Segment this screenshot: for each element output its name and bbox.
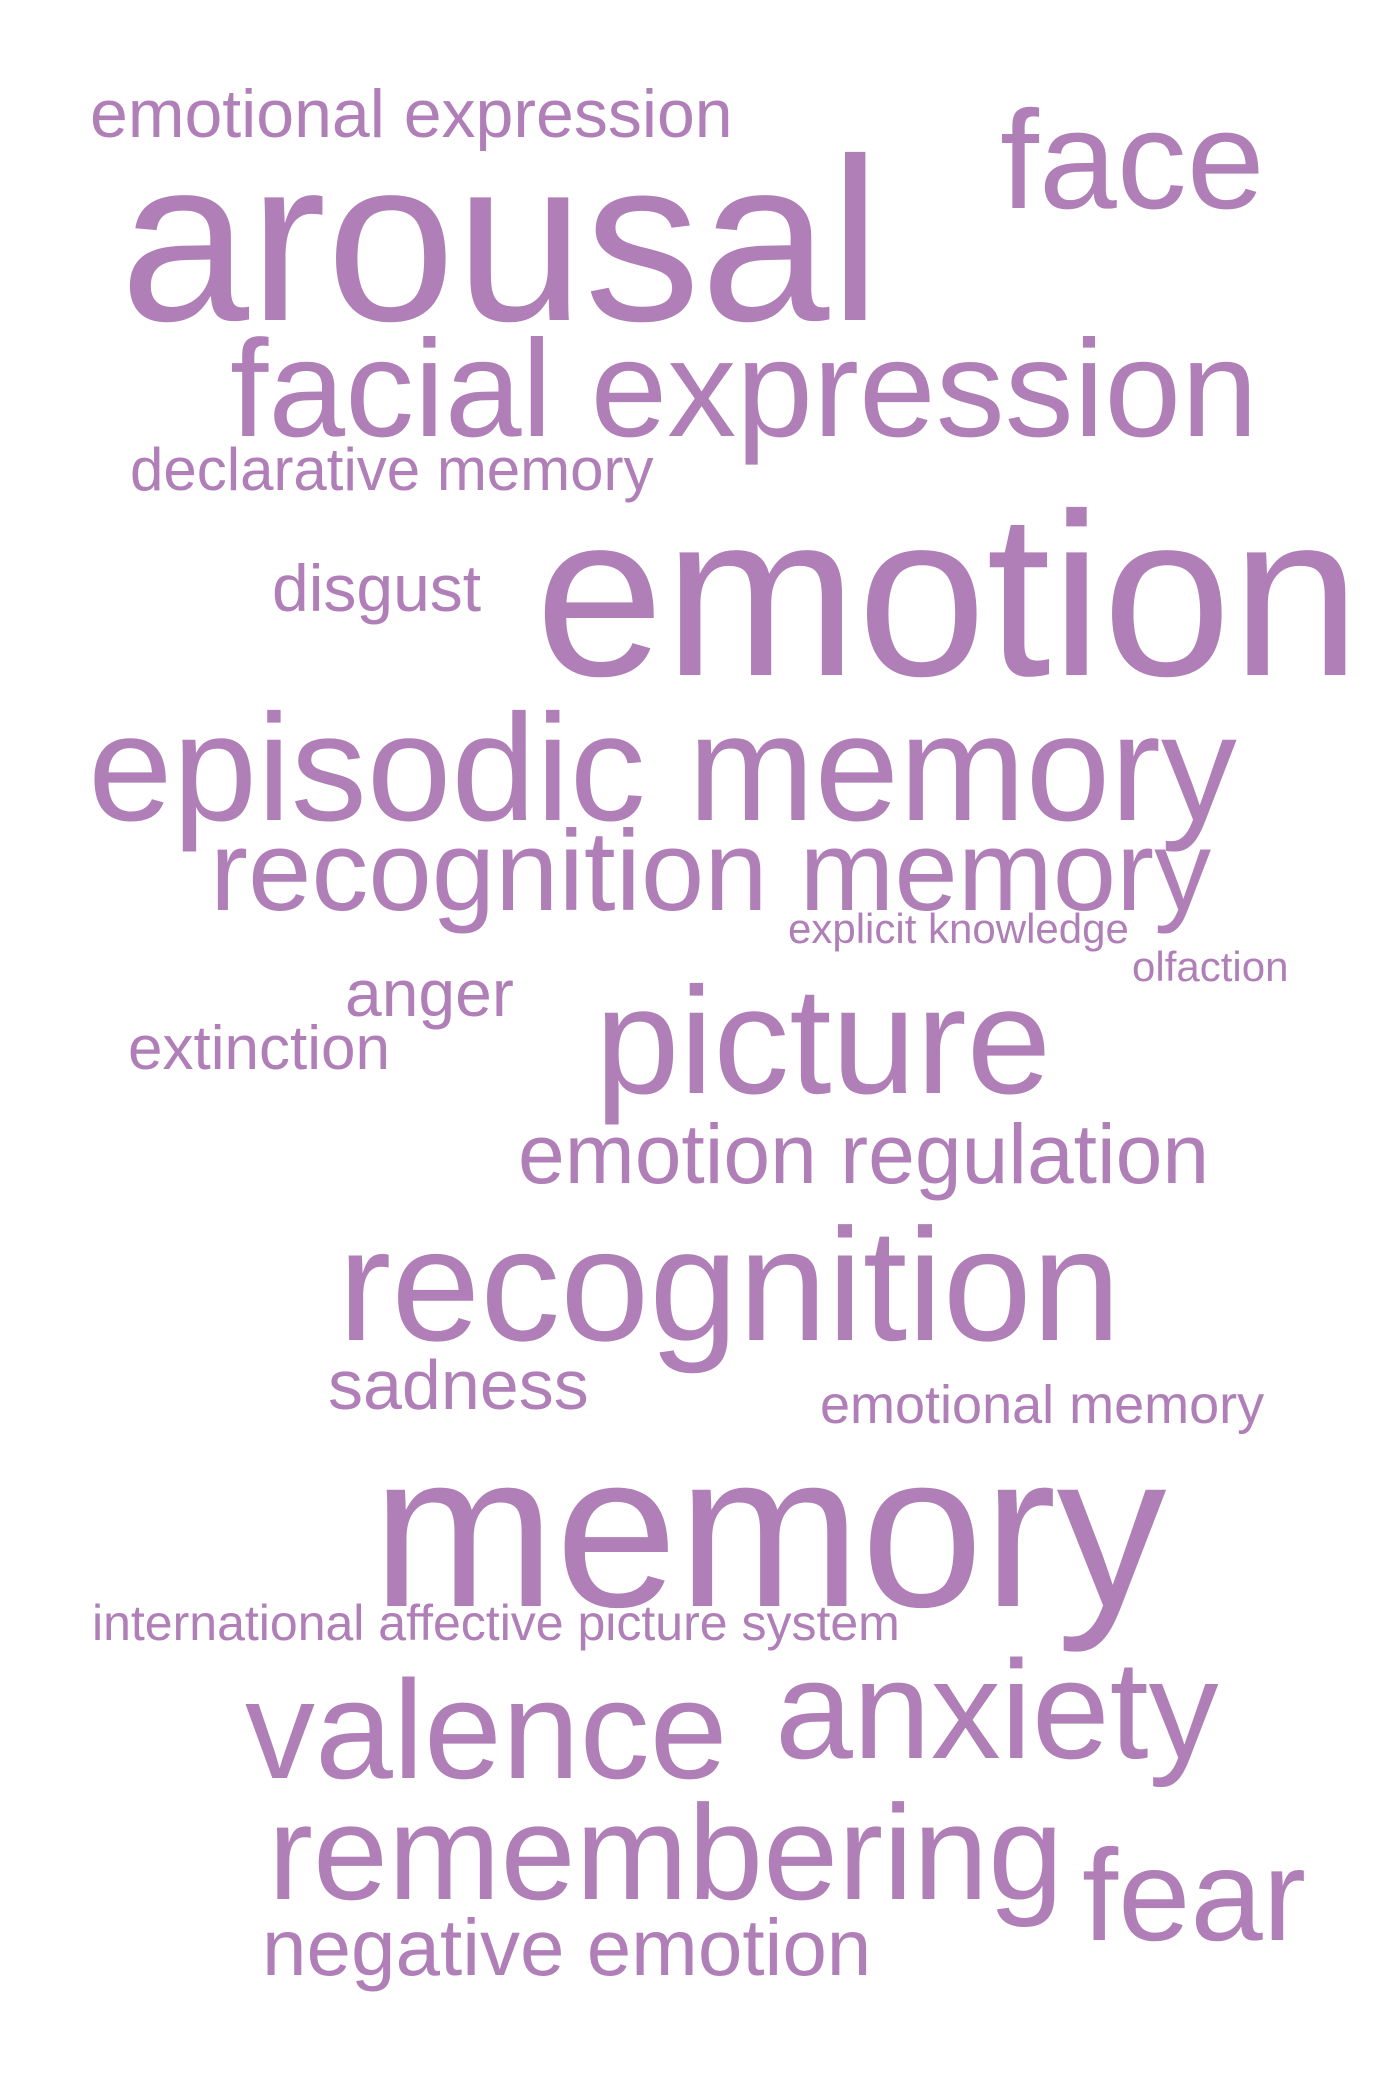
word-explicit-knowledge: explicit knowledge [788,905,1129,952]
word-anger: anger [345,956,514,1030]
word-recognition-memory: recognition memory [210,808,1212,935]
word-valence: valence [245,1651,728,1808]
word-emotion: emotion [535,466,1361,725]
word-declarative-memory: declarative memory [130,436,654,503]
word-emotional-memory: emotional memory [820,1375,1265,1435]
word-arousal: arousal [120,111,881,370]
word-negative-emotion: negative emotion [262,1903,872,1992]
word-anxiety: anxiety [775,1631,1219,1788]
word-fear: fear [1082,1822,1307,1968]
word-face: face [1000,81,1265,238]
word-memory: memory [372,1407,1167,1653]
word-disgust: disgust [272,551,482,625]
word-emotional-expression: emotional expression [90,76,733,152]
word-extinction: extinction [128,1014,390,1083]
word-remembering: remembering [268,1777,1064,1928]
word-emotion-regulation: emotion regulation [518,1107,1210,1201]
word-sadness: sadness [328,1346,589,1424]
word-facial-expression: facial expression [230,312,1258,466]
word-international-affective-picture-system: international affective picture system [92,1595,900,1651]
word-olfaction: olfaction [1132,943,1289,990]
word-recognition: recognition [338,1195,1121,1374]
word-picture: picture [595,956,1052,1126]
word-episodic-memory: episodic memory [88,683,1237,853]
